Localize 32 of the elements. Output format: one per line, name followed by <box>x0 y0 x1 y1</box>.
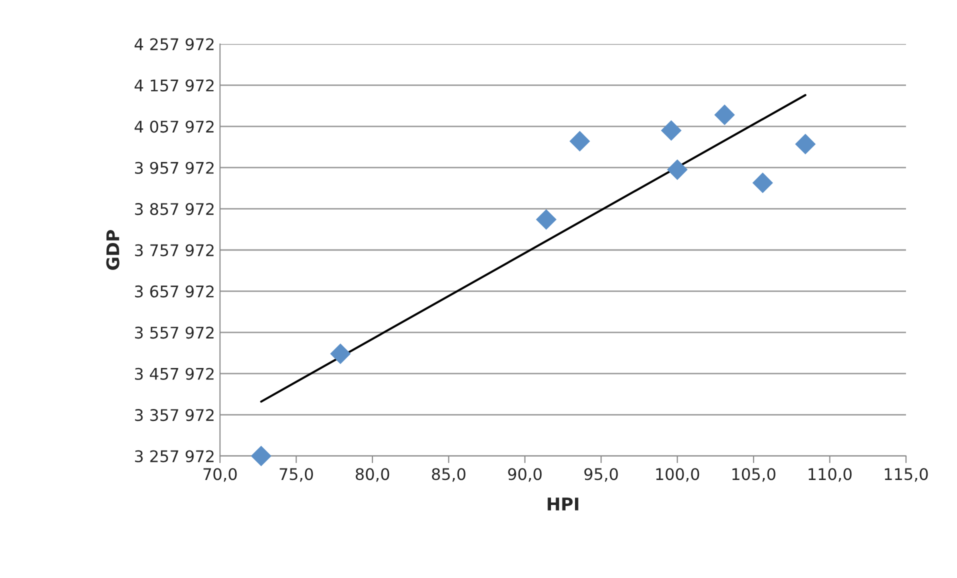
point <box>752 172 774 194</box>
y-tick-label: 3 757 972 <box>135 244 214 256</box>
y-tick-label: 3 557 972 <box>135 326 214 339</box>
point <box>660 120 682 141</box>
x-tick-label: 105,0 <box>732 468 776 482</box>
y-tick-label: 3 457 972 <box>135 368 214 380</box>
y-tick-label: 4 257 972 <box>134 38 214 50</box>
x-tick-label: 110,0 <box>808 468 852 482</box>
point <box>667 159 688 180</box>
x-tick-label: 70,0 <box>204 468 237 482</box>
x-tick-label: 90,0 <box>508 468 542 482</box>
point <box>536 209 557 230</box>
point <box>795 134 816 154</box>
y-tick-label: 3 257 972 <box>135 450 214 462</box>
y-tick-label: 3 657 972 <box>135 285 214 298</box>
point <box>330 344 351 364</box>
x-tick-label: 100,0 <box>656 468 700 482</box>
x-axis-title: HPI <box>548 498 578 510</box>
x-tick-label: 75,0 <box>280 468 313 482</box>
x-tick-label: 115,0 <box>884 468 928 482</box>
y-axis-title: GDP <box>106 230 120 270</box>
point <box>714 104 735 126</box>
y-tick-label: 3 957 972 <box>135 162 214 174</box>
y-tick-label: 4 057 972 <box>134 120 214 133</box>
y-tick-label: 3 357 972 <box>135 409 214 422</box>
x-tick-label: 85,0 <box>432 468 466 482</box>
y-tick-label: 3 857 972 <box>135 203 214 216</box>
point <box>250 446 272 466</box>
x-tick-label: 80,0 <box>356 468 390 482</box>
point <box>569 130 590 152</box>
x-tick-label: 95,0 <box>584 468 618 482</box>
y-tick-label: 4 157 972 <box>134 79 214 92</box>
